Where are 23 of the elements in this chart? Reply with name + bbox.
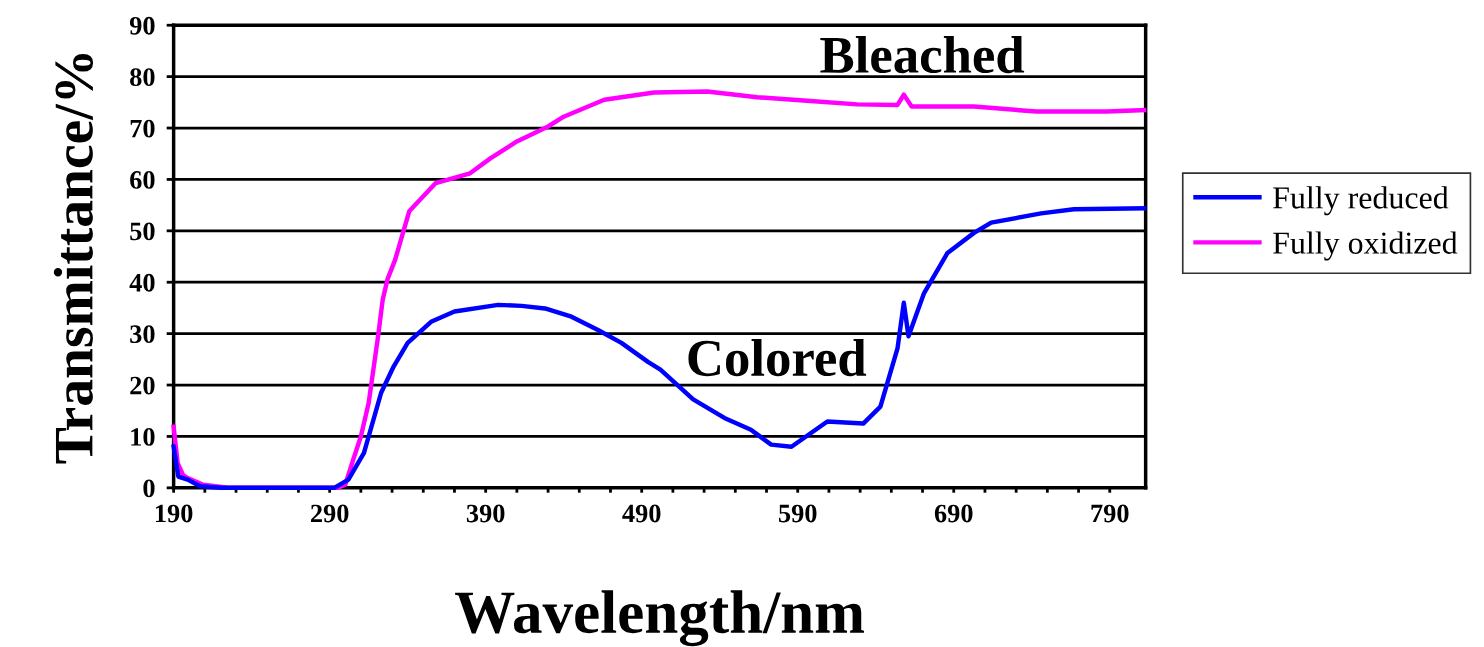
y-tick-label: 10 — [131, 428, 155, 446]
x-tick-label: 390 — [466, 504, 505, 523]
x-axis-title: Wavelength/nm — [455, 590, 865, 647]
y-tick-label: 70 — [130, 119, 155, 138]
y-tick-label: 40 — [129, 273, 155, 292]
x-tick-label: 190 — [155, 504, 193, 523]
annotation: Colored — [688, 339, 867, 377]
y-tick-label: 20 — [130, 376, 155, 395]
legend-label: Fully oxidized — [1273, 231, 1458, 261]
x-tick-label: 590 — [778, 504, 817, 523]
x-tick-label: 290 — [310, 504, 349, 523]
y-tick-label: 90 — [129, 16, 155, 35]
x-tick-label: 790 — [1091, 504, 1129, 523]
legend-label: Fully reduced — [1273, 186, 1449, 216]
y-tick-label: 50 — [130, 222, 155, 241]
annotation: Bleached — [820, 36, 1025, 74]
y-tick-label: 60 — [130, 171, 155, 189]
x-tick-label: 490 — [622, 504, 661, 523]
y-tick-label: 30 — [130, 325, 155, 344]
y-tick-label: 80 — [130, 68, 155, 87]
x-tick-label: 690 — [934, 504, 973, 523]
y-tick-label: 0 — [143, 479, 155, 498]
y-axis-title: Transmittance/% — [53, 53, 94, 464]
